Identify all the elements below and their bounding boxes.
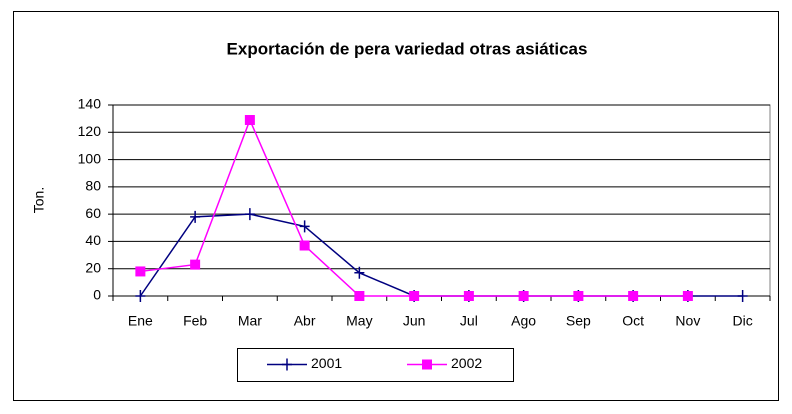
x-tick-label: Abr [294, 313, 316, 329]
marker [244, 208, 255, 221]
x-tick-label: May [346, 313, 372, 329]
marker [354, 291, 365, 301]
legend-label: 2001 [311, 355, 342, 371]
marker [354, 266, 365, 279]
x-tick-label: Ago [511, 313, 536, 329]
marker [135, 266, 146, 277]
marker [190, 259, 201, 270]
y-tick-label: 140 [78, 96, 102, 112]
y-axis-label: Ton. [31, 187, 47, 213]
y-tick-label: 40 [85, 232, 101, 248]
marker [299, 240, 310, 251]
marker [573, 291, 584, 301]
marker [409, 291, 420, 301]
x-tick-label: Nov [675, 313, 700, 329]
marker [518, 291, 529, 301]
marker [190, 210, 201, 223]
y-tick-label: 20 [85, 259, 101, 275]
y-tick-label: 120 [78, 123, 102, 139]
x-tick-label: Mar [238, 313, 262, 329]
marker [422, 359, 432, 370]
x-tick-label: Dic [733, 313, 753, 329]
x-tick-label: Ene [128, 313, 153, 329]
marker [682, 291, 693, 301]
y-tick-label: 100 [78, 150, 102, 166]
x-tick-label: Oct [622, 313, 644, 329]
marker [463, 291, 474, 301]
marker [244, 115, 255, 126]
x-tick-label: Jun [403, 313, 426, 329]
x-tick-label: Feb [183, 313, 207, 329]
y-tick-label: 60 [85, 205, 101, 221]
plot-area [112, 104, 771, 297]
marker [737, 290, 748, 302]
legend-label: 2002 [451, 355, 482, 371]
chart-title: Exportación de pera variedad otras asiát… [227, 39, 588, 58]
marker [628, 291, 639, 301]
marker [282, 358, 292, 371]
marker [299, 220, 310, 233]
y-tick-label: 80 [85, 178, 101, 194]
marker [135, 290, 146, 302]
x-tick-label: Sep [566, 313, 591, 329]
y-tick-label: 0 [93, 287, 101, 303]
x-tick-label: Jul [460, 313, 478, 329]
